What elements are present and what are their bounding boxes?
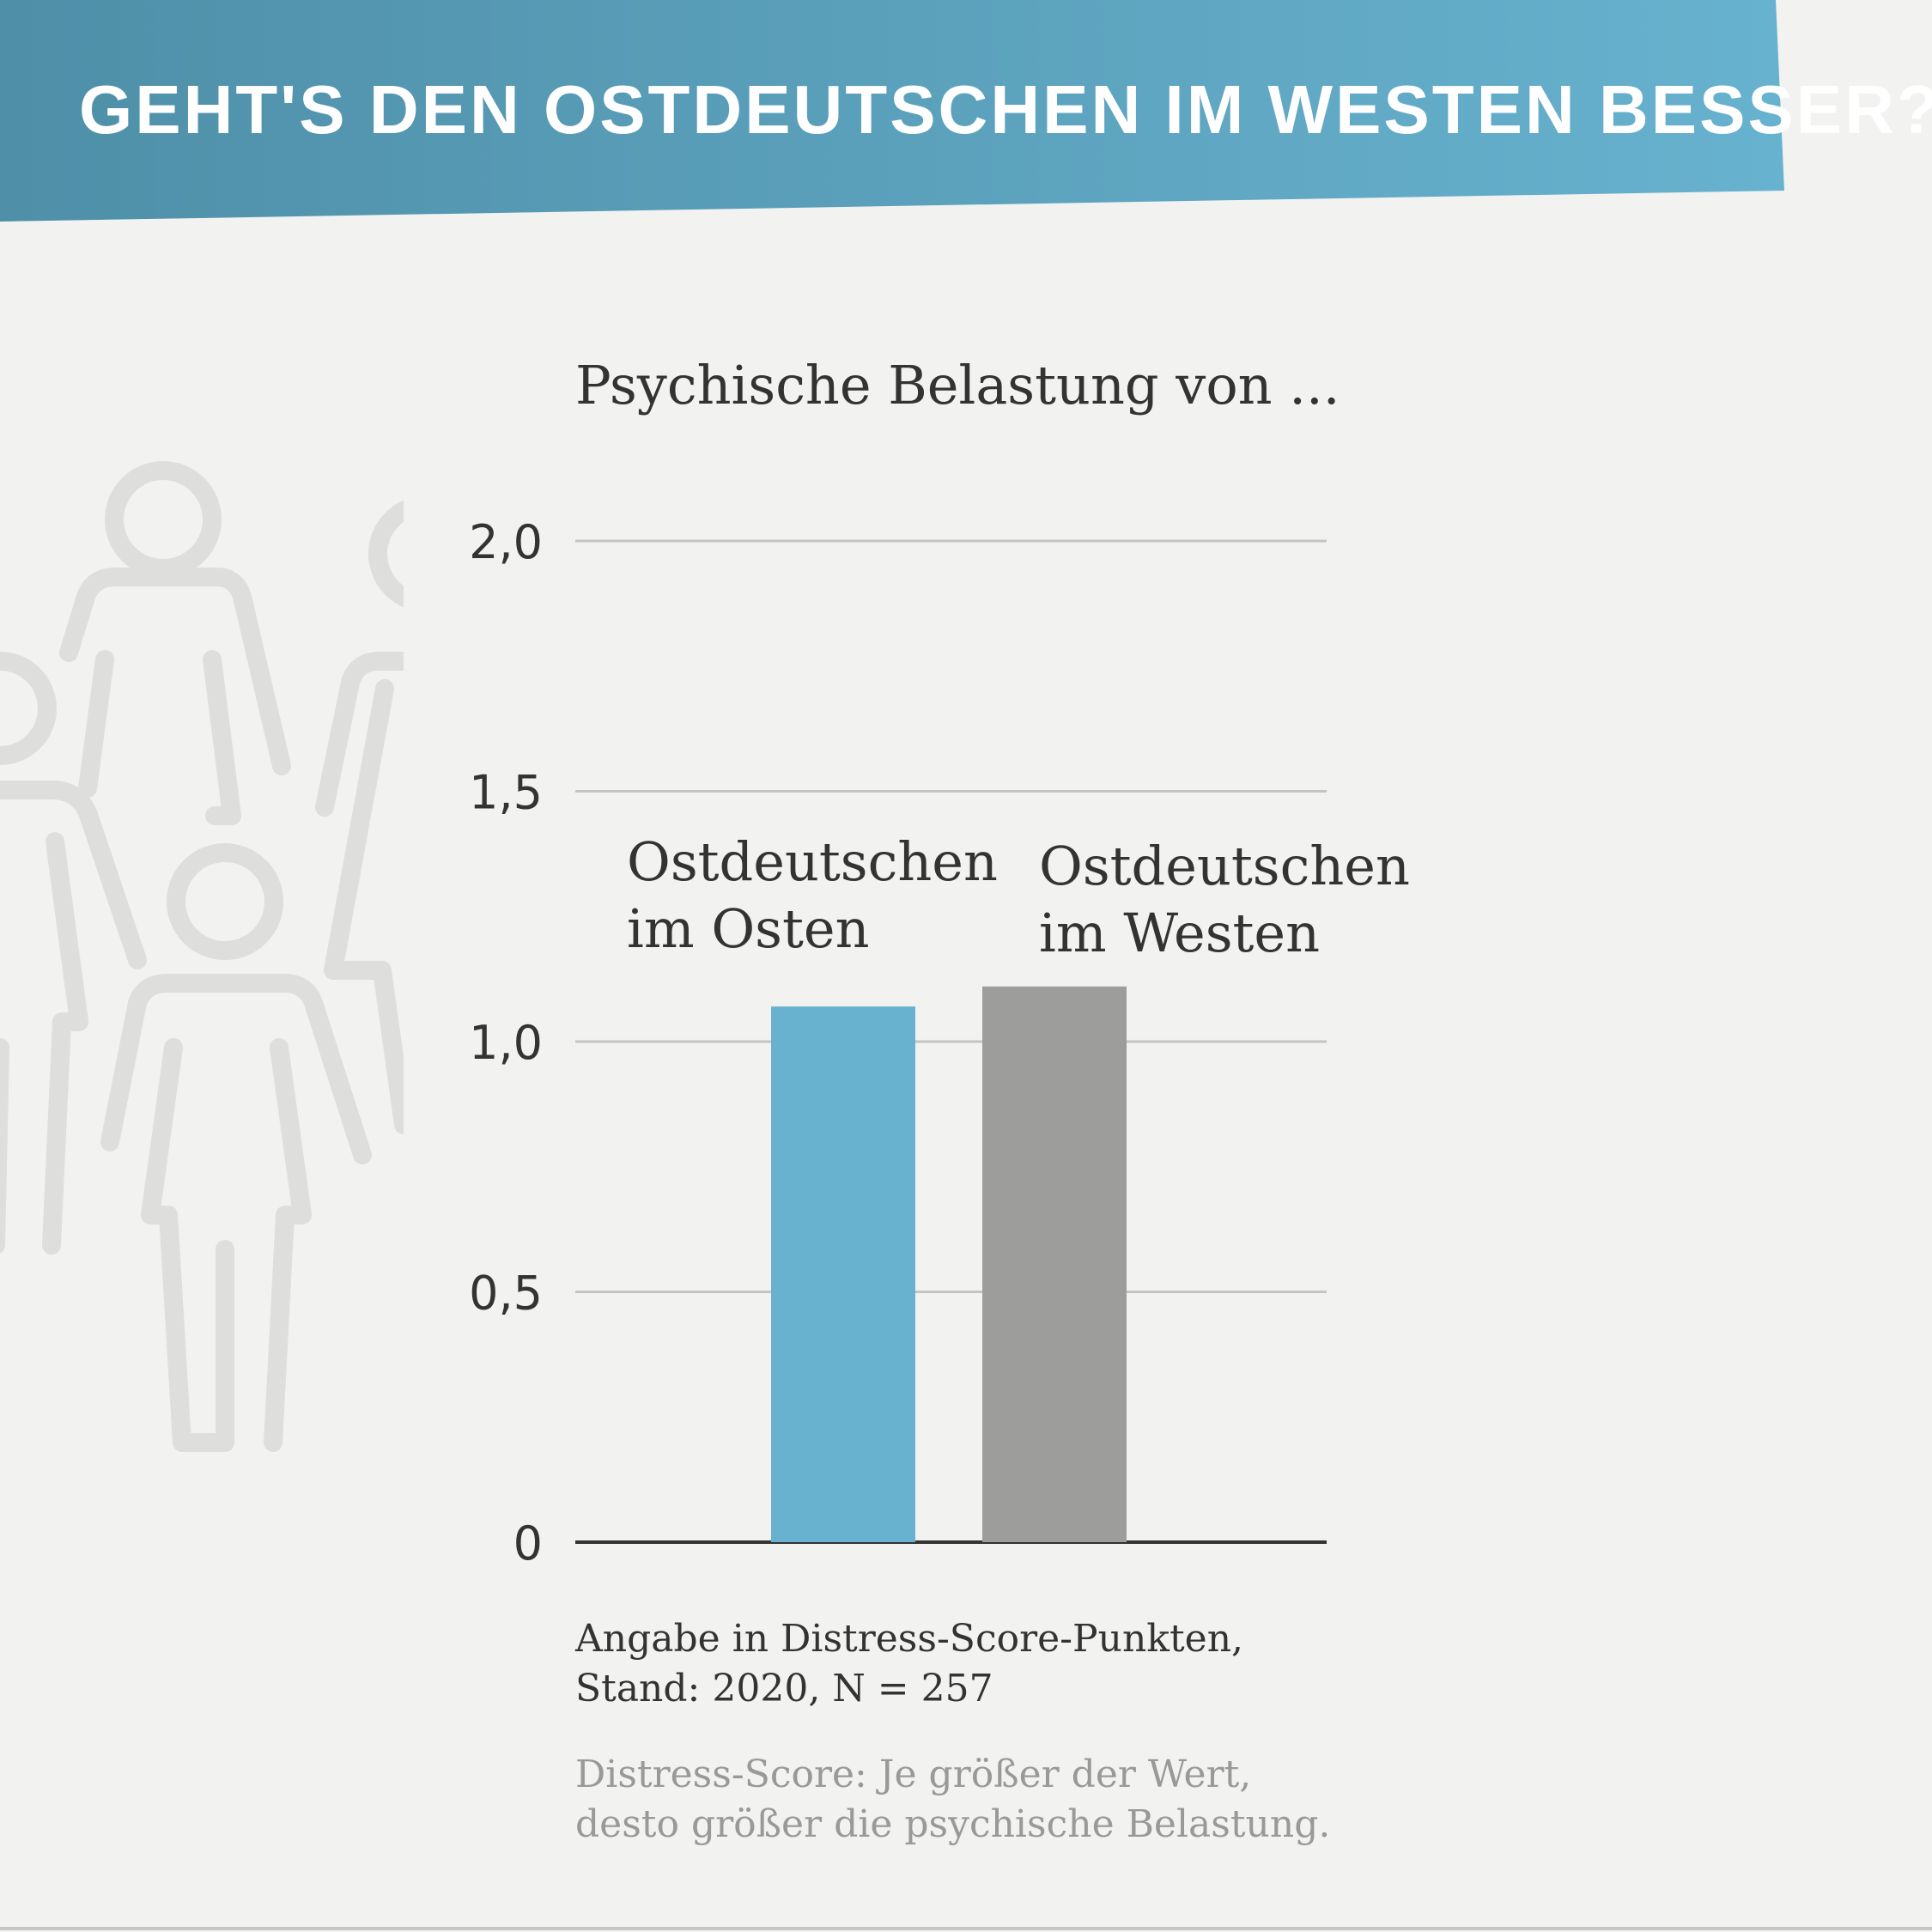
y-tick-label: 1,5 <box>469 766 543 820</box>
y-tick-label: 1,0 <box>469 1016 543 1070</box>
y-tick-label: 0,5 <box>469 1267 543 1321</box>
category-label-west-line2: im Westen <box>1039 902 1321 964</box>
person-figure-left <box>0 652 147 1255</box>
unit-note: Angabe in Distress-Score-Punkten, Stand:… <box>575 1614 1243 1714</box>
category-label-east: Ostdeutschen im Osten <box>627 829 998 963</box>
y-tick-label: 2,0 <box>469 515 543 569</box>
unit-note-line2: Stand: 2020, N = 257 <box>575 1667 993 1710</box>
people-group-icon <box>0 461 404 1452</box>
page-title: GEHT'S DEN OSTDEUTSCHEN IM WESTEN BESSER… <box>79 71 1932 148</box>
unit-note-line1: Angabe in Distress-Score-Punkten, <box>575 1617 1244 1661</box>
bar-east <box>771 1006 915 1542</box>
chart-subtitle: Psychische Belastung von ... <box>575 354 1340 416</box>
category-label-east-line2: im Osten <box>627 897 870 960</box>
score-explanation: Distress-Score: Je größer der Wert, dest… <box>575 1750 1330 1850</box>
category-label-east-line1: Ostdeutschen <box>627 830 998 893</box>
y-tick-label: 0 <box>513 1516 543 1571</box>
person-figure-top <box>59 461 291 825</box>
score-explanation-line1: Distress-Score: Je größer der Wert, <box>575 1753 1252 1796</box>
category-label-west-line1: Ostdeutschen <box>1039 835 1410 897</box>
bar-west <box>982 986 1127 1542</box>
score-explanation-line2: desto größer die psychische Belastung. <box>575 1802 1331 1846</box>
header-band <box>0 0 1784 222</box>
person-figure-right <box>315 500 404 1134</box>
bottom-divider <box>0 1927 1932 1930</box>
category-label-west: Ostdeutschen im Westen <box>1039 833 1410 967</box>
person-figure-front <box>100 843 372 1452</box>
